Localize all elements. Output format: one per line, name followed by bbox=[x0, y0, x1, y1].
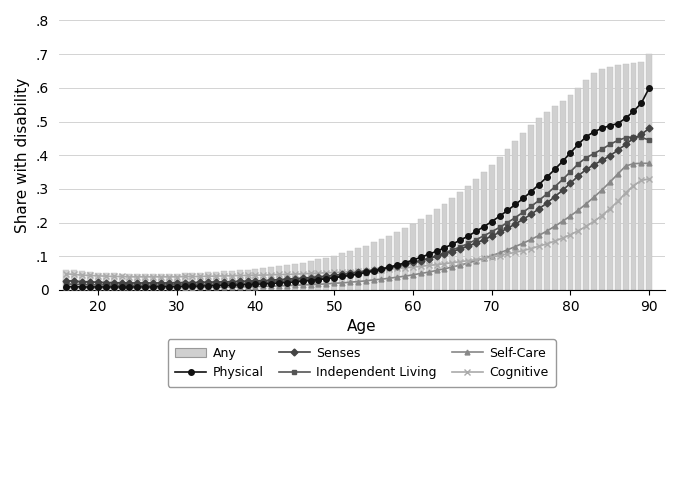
Bar bbox=[496, 157, 503, 290]
Bar bbox=[402, 228, 408, 290]
Bar bbox=[386, 236, 392, 290]
Bar bbox=[607, 67, 613, 290]
Bar bbox=[394, 232, 400, 290]
Bar bbox=[347, 251, 353, 290]
Bar bbox=[166, 274, 172, 290]
Bar bbox=[489, 165, 494, 290]
Bar bbox=[465, 186, 471, 290]
Bar bbox=[575, 88, 581, 290]
Bar bbox=[599, 69, 605, 290]
Legend: Any, Physical, Senses, Independent Living, Self-Care, Cognitive: Any, Physical, Senses, Independent Livin… bbox=[168, 339, 556, 386]
Bar bbox=[371, 242, 377, 290]
Bar bbox=[71, 270, 78, 290]
Bar bbox=[544, 112, 550, 290]
Bar bbox=[331, 256, 337, 290]
Bar bbox=[355, 248, 361, 290]
Bar bbox=[103, 273, 109, 290]
Bar bbox=[292, 264, 298, 290]
Bar bbox=[434, 209, 439, 290]
Bar bbox=[63, 270, 69, 290]
Bar bbox=[87, 272, 93, 290]
Bar bbox=[158, 274, 164, 290]
Bar bbox=[182, 274, 188, 290]
Bar bbox=[560, 101, 566, 290]
Bar bbox=[324, 258, 329, 290]
Bar bbox=[481, 172, 487, 290]
Bar bbox=[268, 267, 274, 290]
Bar bbox=[260, 268, 267, 290]
Bar bbox=[623, 64, 628, 290]
Bar bbox=[197, 273, 203, 290]
Bar bbox=[457, 192, 463, 290]
Bar bbox=[630, 62, 636, 290]
Bar bbox=[473, 179, 479, 290]
Bar bbox=[142, 274, 148, 290]
Bar bbox=[79, 271, 85, 290]
Bar bbox=[284, 265, 290, 290]
Bar bbox=[252, 269, 258, 290]
Bar bbox=[111, 274, 116, 290]
Bar bbox=[135, 274, 140, 290]
Bar bbox=[418, 219, 424, 290]
Bar bbox=[410, 224, 416, 290]
Bar bbox=[190, 273, 195, 290]
Bar bbox=[173, 274, 180, 290]
X-axis label: Age: Age bbox=[347, 319, 377, 334]
Bar bbox=[213, 272, 219, 290]
Bar bbox=[245, 270, 250, 290]
Bar bbox=[118, 274, 124, 290]
Bar bbox=[449, 198, 456, 290]
Bar bbox=[379, 239, 384, 290]
Bar bbox=[646, 54, 652, 290]
Bar bbox=[229, 271, 235, 290]
Bar bbox=[505, 149, 511, 290]
Bar bbox=[441, 204, 447, 290]
Bar bbox=[95, 273, 101, 290]
Bar bbox=[316, 259, 322, 290]
Bar bbox=[615, 65, 621, 290]
Bar bbox=[583, 81, 589, 290]
Bar bbox=[339, 253, 345, 290]
Bar bbox=[362, 245, 369, 290]
Y-axis label: Share with disability: Share with disability bbox=[15, 78, 30, 233]
Bar bbox=[307, 261, 313, 290]
Bar bbox=[426, 215, 432, 290]
Bar bbox=[639, 61, 645, 290]
Bar bbox=[551, 107, 558, 290]
Bar bbox=[300, 263, 305, 290]
Bar bbox=[205, 273, 211, 290]
Bar bbox=[221, 271, 227, 290]
Bar bbox=[520, 132, 526, 290]
Bar bbox=[513, 141, 518, 290]
Bar bbox=[276, 266, 282, 290]
Bar bbox=[528, 125, 534, 290]
Bar bbox=[536, 118, 542, 290]
Bar bbox=[150, 274, 156, 290]
Bar bbox=[591, 73, 597, 290]
Bar bbox=[126, 274, 133, 290]
Bar bbox=[237, 270, 243, 290]
Bar bbox=[568, 95, 573, 290]
